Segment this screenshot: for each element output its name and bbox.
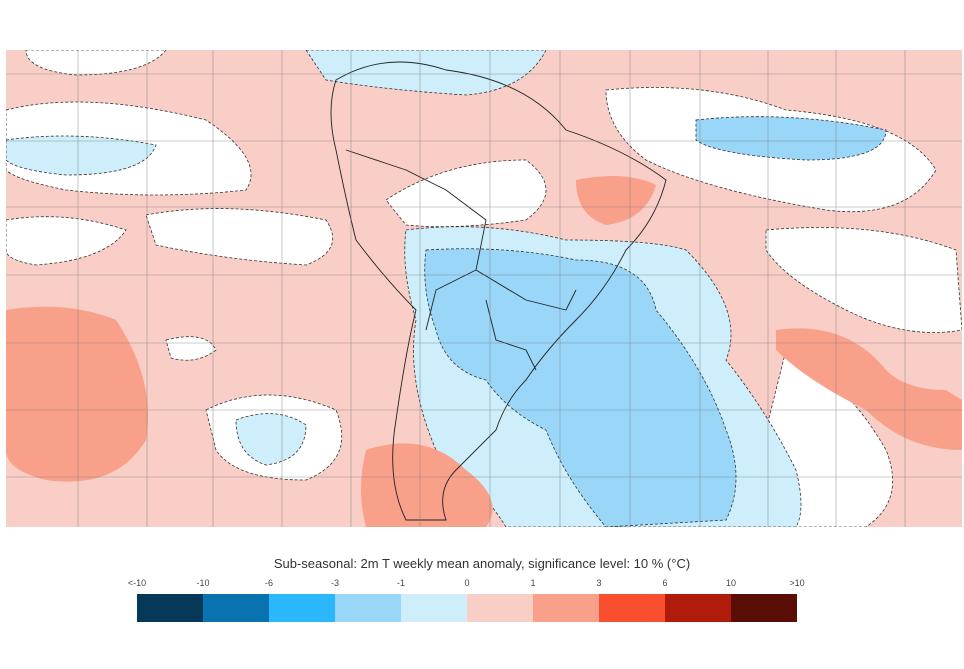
legend-tick-label: -6 [264,578,274,588]
legend-tick-label: 10 [725,578,737,588]
legend-tick-label: -10 [196,578,210,588]
legend-color-segment [467,594,533,622]
legend-tick-label: 6 [662,578,668,588]
legend-tick-label: >10 [789,578,805,588]
legend-color-segment [599,594,665,622]
legend-color-segment [401,594,467,622]
legend-color-segment [335,594,401,622]
anomaly-map [6,50,962,527]
legend-color-segment [269,594,335,622]
continent-outline [330,61,667,521]
warm-anomaly-areas [6,176,962,527]
legend-tick-label: <-10 [127,578,147,588]
legend-tick-label: -1 [396,578,406,588]
legend-color-segment [533,594,599,622]
legend-color-segment [731,594,797,622]
legend-title: Sub-seasonal: 2m T weekly mean anomaly, … [273,556,691,571]
legend-tick-label: -3 [330,578,340,588]
legend-colorbar [137,594,797,622]
cold-anomaly-areas [6,50,887,527]
legend-color-segment [203,594,269,622]
legend-ticks: <-10 -10 -6 -3 -1 0 1 3 6 10 >10 [128,578,805,592]
legend-tick-label: 1 [530,578,536,588]
legend-tick-label: 3 [596,578,602,588]
legend-color-segment [137,594,203,622]
legend-color-segment [665,594,731,622]
legend-tick-label: 0 [464,578,470,588]
gridlines [6,50,962,527]
